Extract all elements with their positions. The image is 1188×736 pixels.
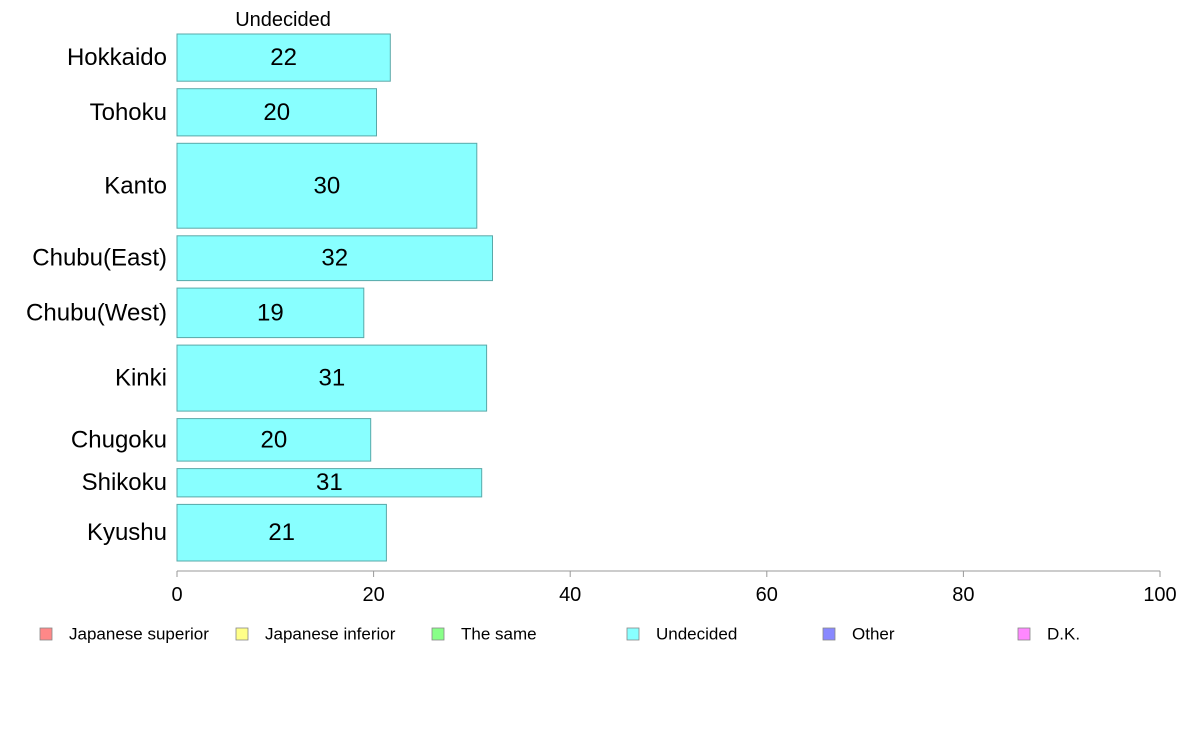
legend-swatch-other	[822, 627, 836, 641]
bar-kyushu	[176, 503, 387, 562]
data-label-shikoku: 31	[316, 469, 343, 496]
bar-hokkaido	[176, 33, 391, 82]
category-label-shikoku: Shikoku	[82, 469, 167, 496]
data-label-kyushu: 21	[268, 519, 295, 546]
legend-swatch-the-same	[431, 627, 445, 641]
x-tick-label: 80	[952, 584, 974, 606]
bar-chubu-east	[176, 235, 493, 282]
x-tick-label: 0	[171, 584, 182, 606]
category-label-chubu-west: Chubu(West)	[26, 299, 167, 326]
category-label-kyushu: Kyushu	[87, 519, 167, 546]
legend: Japanese superior Japanese inferior The sa…	[39, 625, 1080, 644]
bar-chugoku	[176, 418, 372, 462]
category-label-hokkaido: Hokkaido	[67, 44, 167, 71]
legend-swatch-japanese-superior	[39, 627, 53, 641]
data-label-kinki: 31	[318, 365, 345, 392]
legend-swatch-d-k	[1017, 627, 1031, 641]
legend-label-the-same: The same	[461, 625, 537, 644]
x-tick-label: 40	[559, 584, 581, 606]
legend-swatch-undecided	[626, 627, 640, 641]
data-label-chugoku: 20	[260, 426, 287, 453]
legend-label-other: Other	[852, 625, 895, 644]
x-axis: 0 20 40 60 80 100	[171, 570, 1177, 606]
bar-kinki	[176, 344, 488, 412]
legend-label-undecided: Undecided	[656, 625, 737, 644]
bar-tohoku	[176, 88, 377, 137]
category-label-tohoku: Tohoku	[90, 99, 167, 126]
x-tick-label: 100	[1143, 584, 1176, 606]
legend-swatch-japanese-inferior	[235, 627, 249, 641]
data-label-tohoku: 20	[263, 99, 290, 126]
legend-label-japanese-superior: Japanese superior	[69, 625, 209, 644]
bar-shikoku	[176, 468, 483, 498]
category-label-kinki: Kinki	[115, 365, 167, 392]
category-label-chubu-east: Chubu(East)	[32, 245, 167, 272]
bar-kanto	[176, 142, 478, 229]
category-label-chugoku: Chugoku	[71, 426, 167, 453]
legend-label-japanese-inferior: Japanese inferior	[265, 625, 396, 644]
category-label-kanto: Kanto	[104, 172, 167, 199]
bar-chubu-west	[176, 287, 365, 339]
x-tick-label: 20	[362, 584, 384, 606]
legend-label-d-k: D.K.	[1047, 625, 1080, 644]
data-label-hokkaido: 22	[270, 44, 297, 71]
data-label-chubu-east: 32	[321, 245, 348, 272]
x-tick-label: 60	[756, 584, 778, 606]
data-label-chubu-west: 19	[257, 299, 284, 326]
data-label-kanto: 30	[314, 172, 341, 199]
bars-group: 22 Hokkaido 20 Tohoku 30 Kanto 32 Chubu(East) 19…	[26, 33, 493, 562]
chart-title: Undecided	[235, 9, 331, 31]
